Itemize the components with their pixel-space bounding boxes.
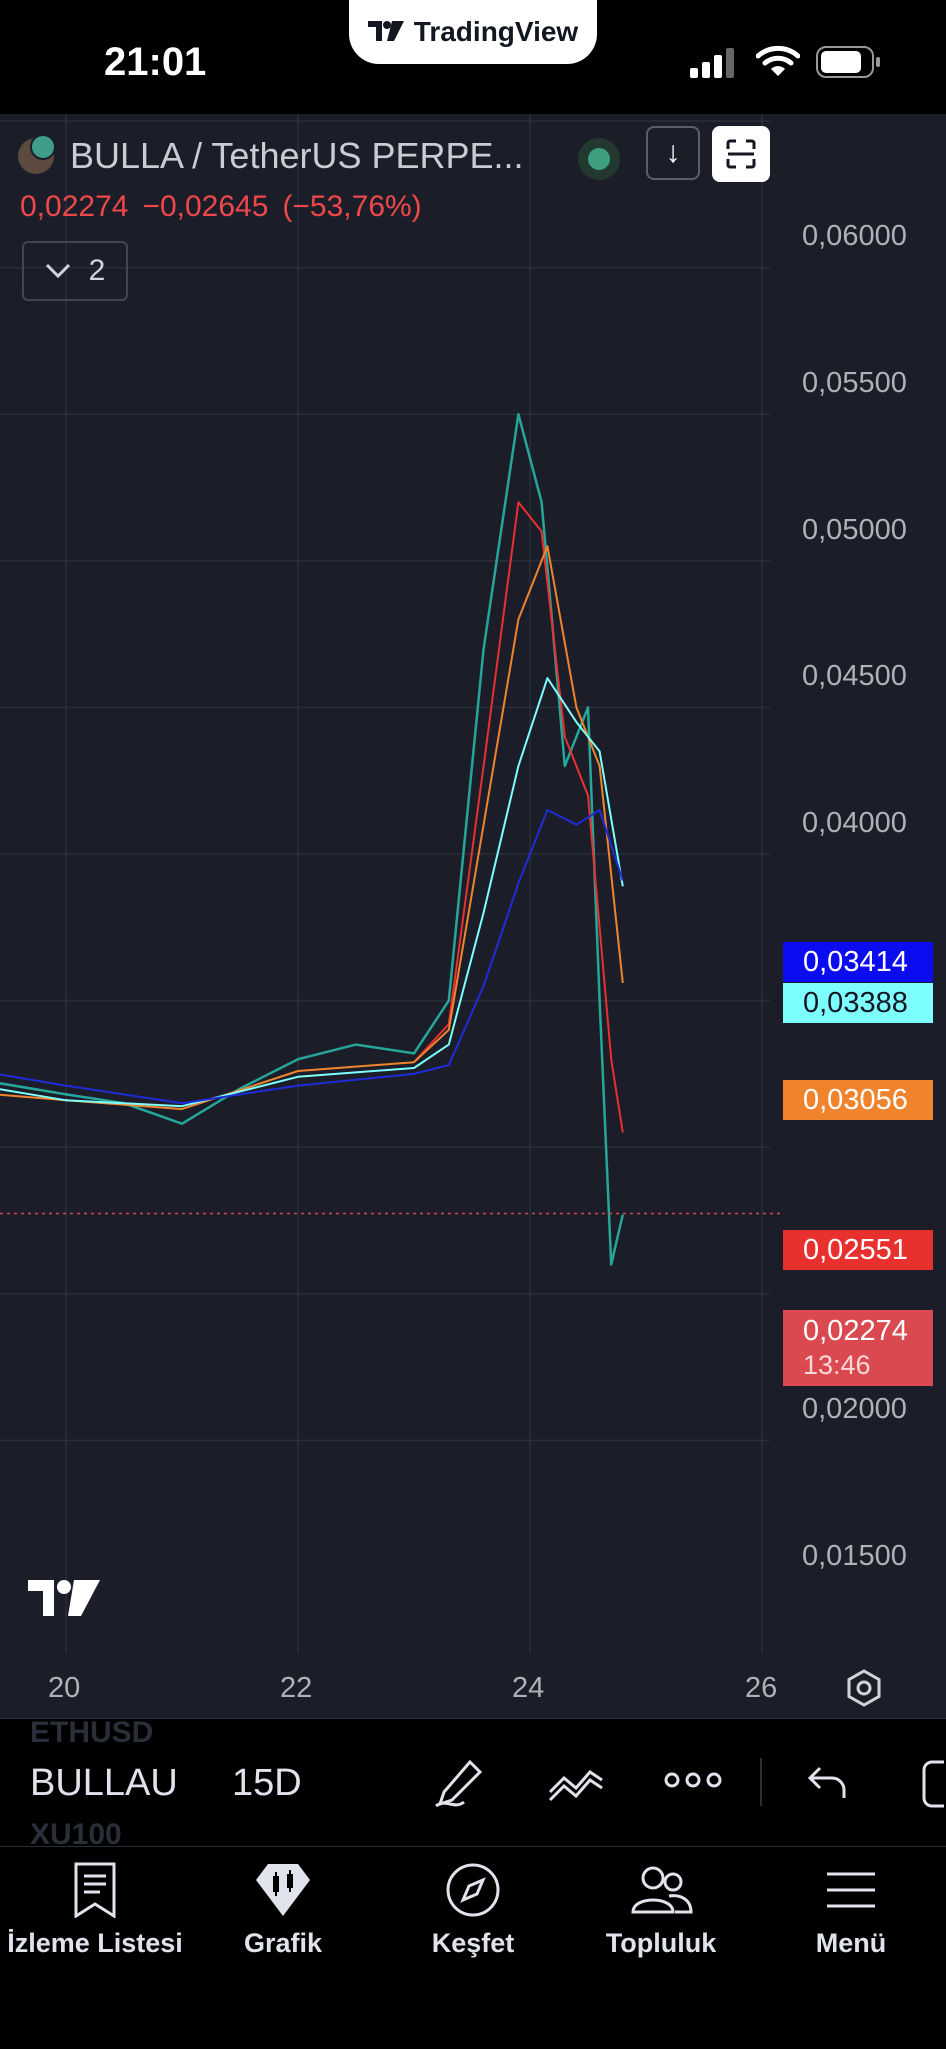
fullscreen-icon <box>726 139 756 169</box>
market-open-indicator[interactable] <box>578 138 620 180</box>
ema-price-tag-blue: 0,03414 <box>783 942 933 982</box>
community-icon <box>631 1866 693 1914</box>
menu-icon <box>827 1872 875 1908</box>
ema-price-tag-cyan: 0,03388 <box>783 983 933 1023</box>
price-axis-label: 0,04500 <box>802 660 907 692</box>
ema-price-tag-red: 0,02551 <box>783 1230 933 1270</box>
price-axis-label: 0,01500 <box>802 1540 907 1572</box>
chart-settings-icon[interactable] <box>844 1668 884 1708</box>
status-bar: 21:01 TradingView <box>0 0 946 114</box>
series-line <box>0 545 624 1111</box>
chart-area[interactable] <box>0 114 946 1718</box>
series-line <box>0 677 624 1108</box>
time-axis-label: 26 <box>745 1672 778 1704</box>
nav-menu[interactable]: Menü <box>756 1862 946 1959</box>
cellular-signal-icon <box>690 48 734 78</box>
price-axis-label: 0,05500 <box>802 367 907 399</box>
chevron-down-icon <box>45 263 70 279</box>
symbol-title[interactable]: BULLA / TetherUS PERPE... <box>70 135 524 176</box>
last-price-tag-value: 0,02274 <box>803 1315 908 1347</box>
chart-toolbar <box>0 1718 946 1847</box>
nav-watchlist[interactable]: İzleme Listesi <box>0 1862 190 1959</box>
bottom-navigation <box>0 1846 946 2049</box>
undo-icon[interactable] <box>806 1764 850 1804</box>
toolbar-divider <box>760 1758 762 1806</box>
nav-explore[interactable]: Keşfet <box>378 1862 568 1959</box>
fullscreen-button[interactable] <box>712 126 770 182</box>
price-axis-label: 0,02000 <box>802 1393 907 1425</box>
time-axis-label: 22 <box>280 1672 313 1704</box>
chart-icon <box>256 1864 310 1916</box>
nav-label: Keşfet <box>431 1928 515 1958</box>
bar-countdown: 13:46 <box>803 1350 871 1380</box>
interval-picker[interactable]: 15D <box>232 1762 302 1804</box>
symbol-picker-ghost-prev[interactable]: ETHUSD <box>30 1716 154 1749</box>
symbol-picker-ghost-next[interactable]: XU100 <box>30 1818 122 1851</box>
series-line <box>413 501 624 1133</box>
compass-icon <box>446 1863 500 1917</box>
tradingview-logo-icon <box>367 21 404 41</box>
banner-app-name: TradingView <box>413 16 579 47</box>
series-line <box>0 809 624 1105</box>
nav-label: Grafik <box>243 1928 323 1958</box>
symbol-header[interactable]: BULLA / TetherUS PERPE... <box>18 134 524 178</box>
symbol-picker[interactable]: BULLAU <box>30 1762 178 1804</box>
exchange-badge-icon <box>30 134 56 160</box>
price-chart[interactable] <box>0 114 946 1718</box>
last-price: 0,02274 <box>20 190 129 223</box>
price-change-pct: (−53,76%) <box>282 190 422 223</box>
time-axis-label: 24 <box>512 1672 545 1704</box>
arrow-down-icon: ↓ <box>665 136 681 169</box>
nav-community[interactable]: Topluluk <box>566 1862 756 1959</box>
price-change-line: 0,02274 −0,02645 (−53,76%) <box>20 190 436 224</box>
indicators-toggle-button[interactable]: 2 <box>22 241 128 301</box>
wifi-icon <box>756 45 800 76</box>
layout-icon[interactable] <box>918 1758 946 1810</box>
indicators-icon[interactable] <box>546 1758 606 1810</box>
nav-chart[interactable]: Grafik <box>188 1862 378 1959</box>
tradingview-banner[interactable]: TradingView <box>349 0 597 64</box>
drawing-tools-icon[interactable] <box>434 1758 486 1810</box>
ema-price-tag-orange: 0,03056 <box>783 1080 933 1120</box>
battery-icon <box>816 46 880 78</box>
time-axis-label: 20 <box>48 1672 81 1704</box>
status-time: 21:01 <box>104 40 207 84</box>
price-axis-label: 0,04000 <box>802 807 907 839</box>
price-axis-label: 0,05000 <box>802 514 907 546</box>
last-price-tag: 0,02274 13:46 <box>783 1310 933 1386</box>
nav-label: Menü <box>815 1928 887 1958</box>
nav-label: İzleme Listesi <box>7 1928 183 1958</box>
tradingview-watermark-icon[interactable] <box>28 1580 102 1620</box>
nav-label: Topluluk <box>605 1928 717 1958</box>
scroll-to-realtime-button[interactable]: ↓ <box>646 126 700 180</box>
more-options-icon[interactable] <box>664 1772 722 1788</box>
symbol-logo <box>18 134 56 174</box>
series-line <box>0 412 625 1266</box>
indicator-count: 2 <box>88 254 106 287</box>
watchlist-icon <box>74 1862 116 1918</box>
price-change: −0,02645 <box>142 190 269 223</box>
price-axis-label: 0,06000 <box>802 220 907 252</box>
